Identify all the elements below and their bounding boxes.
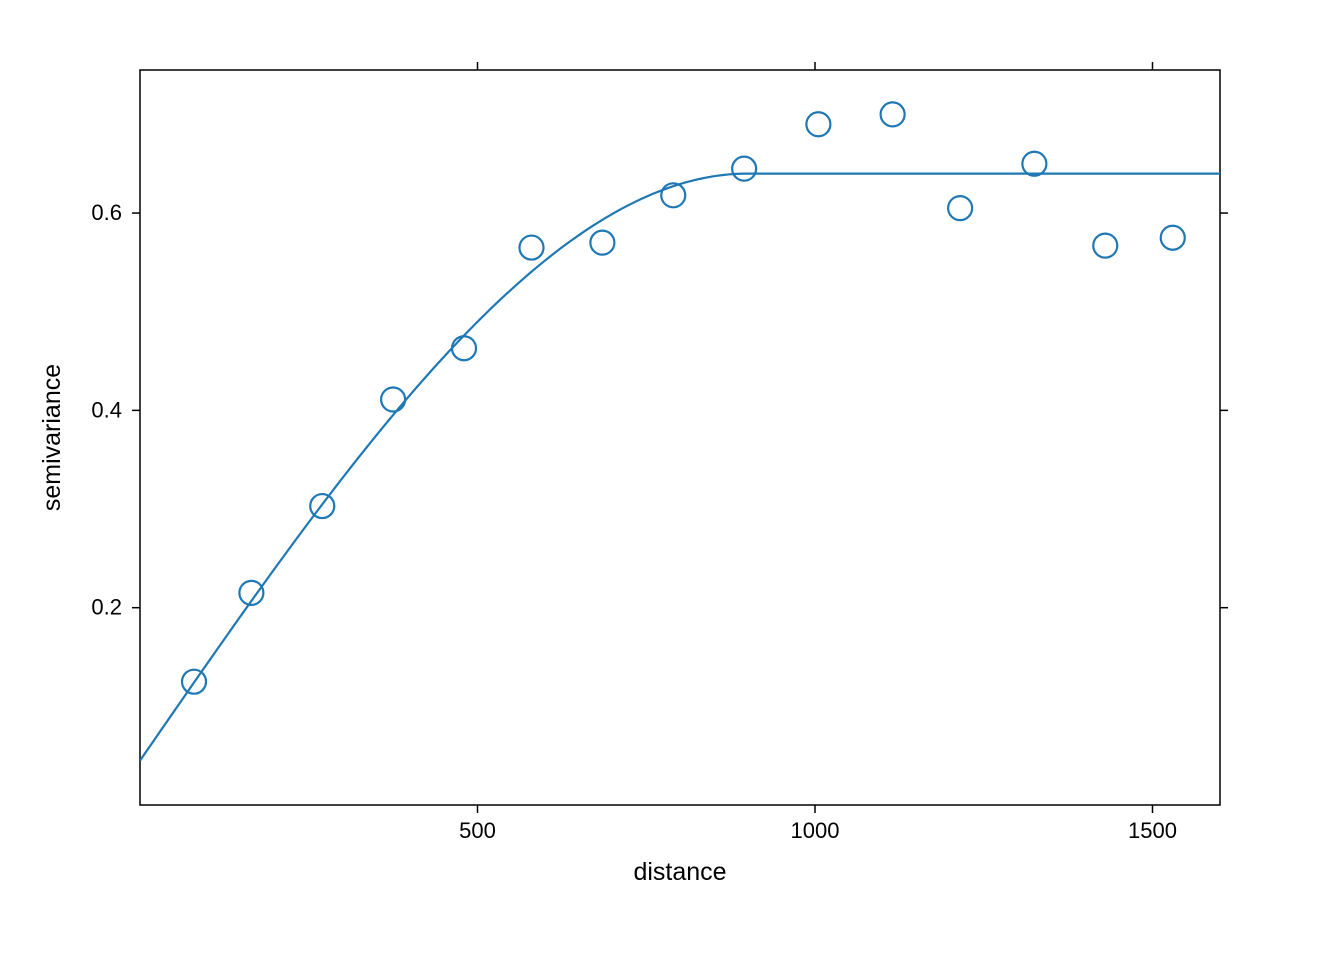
x-axis-label: distance (633, 858, 726, 886)
y-tick-label: 0.6 (91, 200, 122, 225)
y-tick-label: 0.4 (91, 397, 122, 422)
x-tick-label: 1500 (1128, 818, 1177, 843)
y-axis-label: semivariance (38, 364, 66, 511)
y-tick-label: 0.2 (91, 595, 122, 620)
x-tick-label: 500 (459, 818, 496, 843)
x-tick-label: 1000 (791, 818, 840, 843)
variogram-chart: 500 1000 1500 0.2 0.4 0.6 distance semivariance (0, 0, 1344, 960)
